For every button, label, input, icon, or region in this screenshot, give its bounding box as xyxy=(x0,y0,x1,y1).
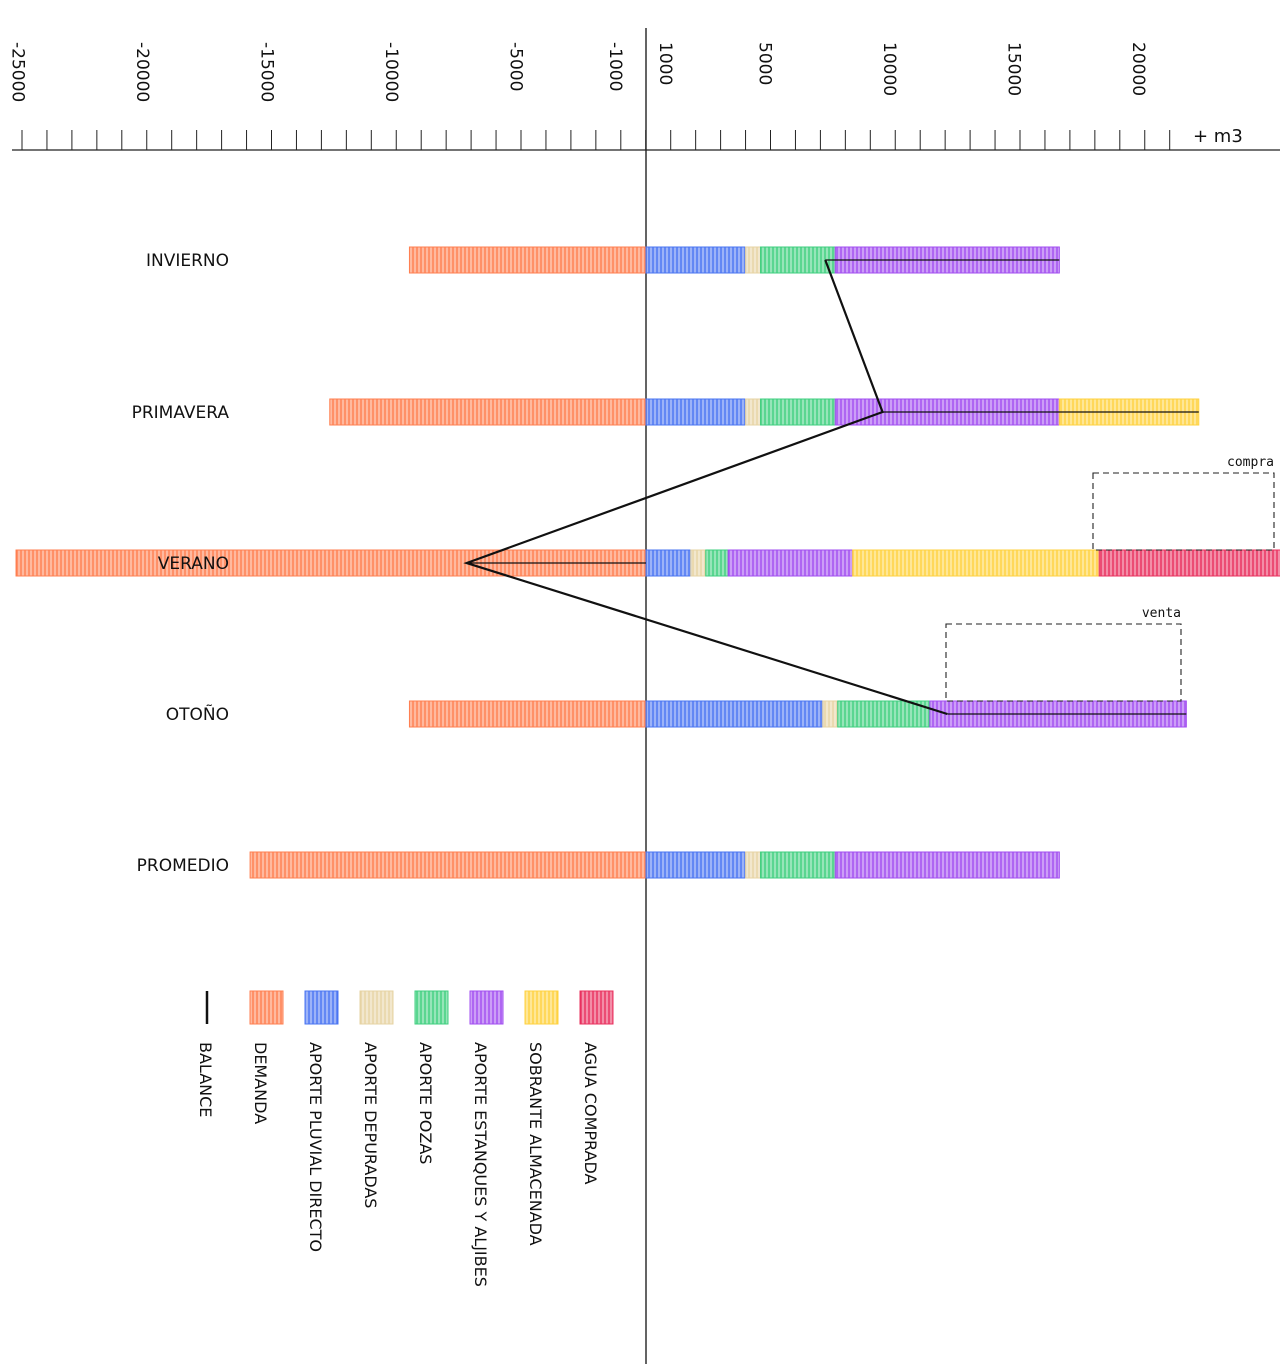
x-tick-label: -20000 xyxy=(132,42,152,102)
bar-otoño-series-3 xyxy=(837,700,931,728)
bar-promedio-series-0 xyxy=(249,851,647,879)
legend-swatch-2 xyxy=(359,990,394,1025)
bar-invierno-series-1 xyxy=(645,246,747,274)
x-tick-label: -10000 xyxy=(381,42,401,102)
category-label-promedio: PROMEDIO xyxy=(137,856,229,876)
bar-primavera-series-0 xyxy=(329,398,647,426)
x-tick-label: 10000 xyxy=(879,42,899,96)
legend-swatch-0 xyxy=(249,990,284,1025)
bar-verano-series-5 xyxy=(852,549,1100,577)
legend-label-0: DEMANDA xyxy=(251,1042,270,1124)
bar-primavera-series-2 xyxy=(745,398,762,426)
legend-label-2: APORTE DEPURADAS xyxy=(361,1042,380,1208)
x-tick-label: -5000 xyxy=(506,42,526,91)
bar-invierno-series-3 xyxy=(760,246,836,274)
balance-line xyxy=(463,259,948,716)
x-tick-label: -25000 xyxy=(8,42,28,102)
legend-swatch-6 xyxy=(579,990,614,1025)
legend-label-6: AGUA COMPRADA xyxy=(581,1042,600,1184)
x-tick-label: -15000 xyxy=(257,42,277,102)
balance-layer xyxy=(463,259,1199,716)
bar-promedio-series-3 xyxy=(760,851,836,879)
annotation-venta: venta xyxy=(1142,606,1181,621)
bar-promedio-series-2 xyxy=(745,851,762,879)
bar-invierno-series-2 xyxy=(745,246,762,274)
bar-primavera-series-3 xyxy=(760,398,836,426)
category-label-primavera: PRIMAVERA xyxy=(132,403,230,423)
bar-invierno-series-0 xyxy=(408,246,647,274)
x-unit-label: + m3 xyxy=(1193,126,1243,147)
category-labels: INVIERNO PRIMAVERA VERANO OTOÑO PROMEDIO xyxy=(132,251,230,876)
bar-verano-series-1 xyxy=(645,549,692,577)
x-tick-label: -1000 xyxy=(605,42,625,91)
x-tick-label: 20000 xyxy=(1128,42,1148,96)
x-axis: -25000 -20000 -15000 -10000 -5000 -1000 1000 50… xyxy=(8,28,1280,1364)
x-tick-label: 5000 xyxy=(755,42,775,85)
annotation-compra: compra xyxy=(1227,455,1274,470)
legend-swatch-3 xyxy=(414,990,449,1025)
annotation-box-compra xyxy=(1092,472,1275,551)
bar-verano-series-2 xyxy=(690,549,707,577)
legend-swatch-5 xyxy=(524,990,559,1025)
category-label-otoño: OTOÑO xyxy=(166,703,229,725)
bar-otoño-series-0 xyxy=(408,700,647,728)
bar-primavera-series-1 xyxy=(645,398,747,426)
legend-label-4: APORTE ESTANQUES Y ALJIBES xyxy=(471,1042,490,1287)
legend: BALANCE DEMANDA APORTE PLUVIAL DIRECTO APOR… xyxy=(196,990,614,1287)
bar-otoño-series-2 xyxy=(822,700,839,728)
bar-verano-series-6 xyxy=(1098,549,1280,577)
category-label-verano: VERANO xyxy=(158,554,229,574)
bar-verano-series-4 xyxy=(727,549,854,577)
bar-verano-series-3 xyxy=(705,549,729,577)
bar-promedio-series-4 xyxy=(834,851,1060,879)
bar-promedio-series-1 xyxy=(645,851,747,879)
annotation-box-venta xyxy=(945,623,1182,702)
legend-swatch-1 xyxy=(304,990,339,1025)
legend-label-5: SOBRANTE ALMACENADA xyxy=(526,1042,545,1246)
legend-label-balance: BALANCE xyxy=(196,1042,215,1117)
legend-label-3: APORTE POZAS xyxy=(416,1042,435,1164)
category-label-invierno: INVIERNO xyxy=(146,251,229,271)
x-tick-label: 15000 xyxy=(1004,42,1024,96)
x-tick-label: 1000 xyxy=(655,42,675,85)
annotations-layer: compra venta xyxy=(945,455,1275,702)
legend-swatch-4 xyxy=(469,990,504,1025)
legend-label-1: APORTE PLUVIAL DIRECTO xyxy=(306,1042,325,1252)
bar-otoño-series-1 xyxy=(645,700,824,728)
